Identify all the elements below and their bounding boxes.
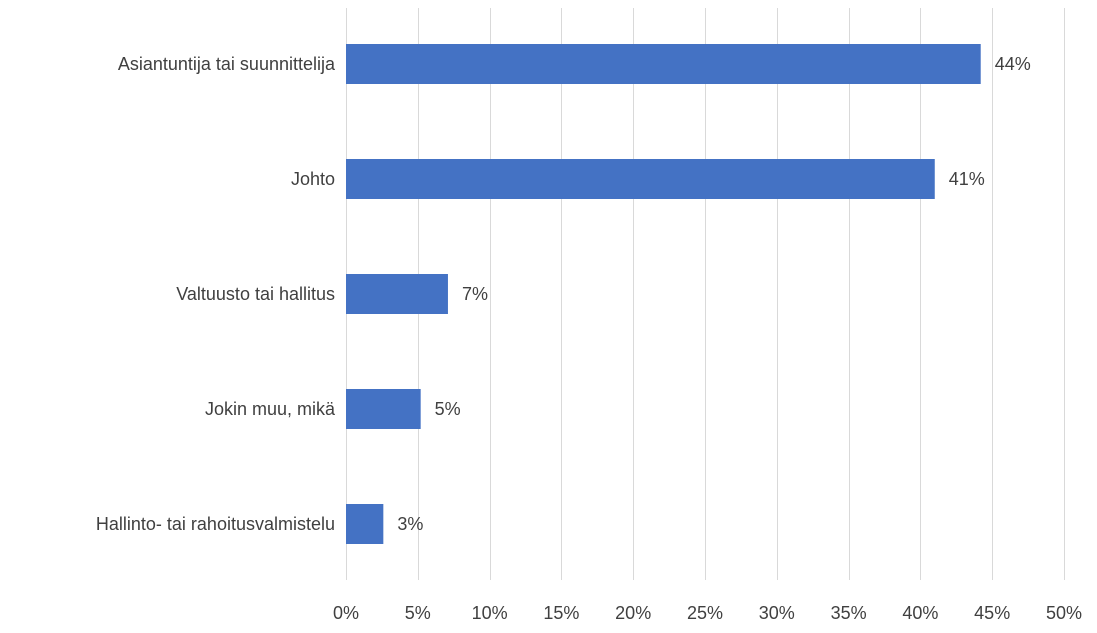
x-tick-label: 10%: [472, 603, 508, 623]
x-tick-label: 45%: [974, 603, 1010, 623]
category-axis: Asiantuntija tai suunnittelija Johto Valtu…: [96, 54, 336, 534]
category-label: Johto: [291, 169, 335, 189]
data-label: 3%: [397, 514, 423, 534]
data-label: 5%: [435, 399, 461, 419]
x-tick-label: 15%: [543, 603, 579, 623]
x-tick-label: 20%: [615, 603, 651, 623]
category-label: Asiantuntija tai suunnittelija: [118, 54, 336, 74]
category-label: Hallinto- tai rahoitusvalmistelu: [96, 514, 335, 534]
x-tick-label: 50%: [1046, 603, 1082, 623]
x-tick-label: 0%: [333, 603, 359, 623]
category-label: Jokin muu, mikä: [205, 399, 336, 419]
bar: [346, 44, 981, 84]
data-label: 41%: [949, 169, 985, 189]
bar: [346, 504, 384, 544]
bar: [346, 159, 935, 199]
x-tick-label: 25%: [687, 603, 723, 623]
value-axis: 0% 5% 10% 15% 20% 25% 30% 35% 40% 45% 50%: [333, 603, 1082, 623]
gridlines: [346, 8, 1065, 580]
bar: [346, 389, 421, 429]
x-tick-label: 30%: [759, 603, 795, 623]
x-tick-label: 35%: [831, 603, 867, 623]
bar: [346, 274, 448, 314]
x-tick-label: 40%: [902, 603, 938, 623]
data-label: 7%: [462, 284, 488, 304]
data-label: 44%: [995, 54, 1031, 74]
x-tick-label: 5%: [405, 603, 431, 623]
category-label: Valtuusto tai hallitus: [176, 284, 335, 304]
data-labels: 44% 41% 7% 5% 3%: [397, 54, 1030, 534]
bars: [346, 44, 981, 544]
